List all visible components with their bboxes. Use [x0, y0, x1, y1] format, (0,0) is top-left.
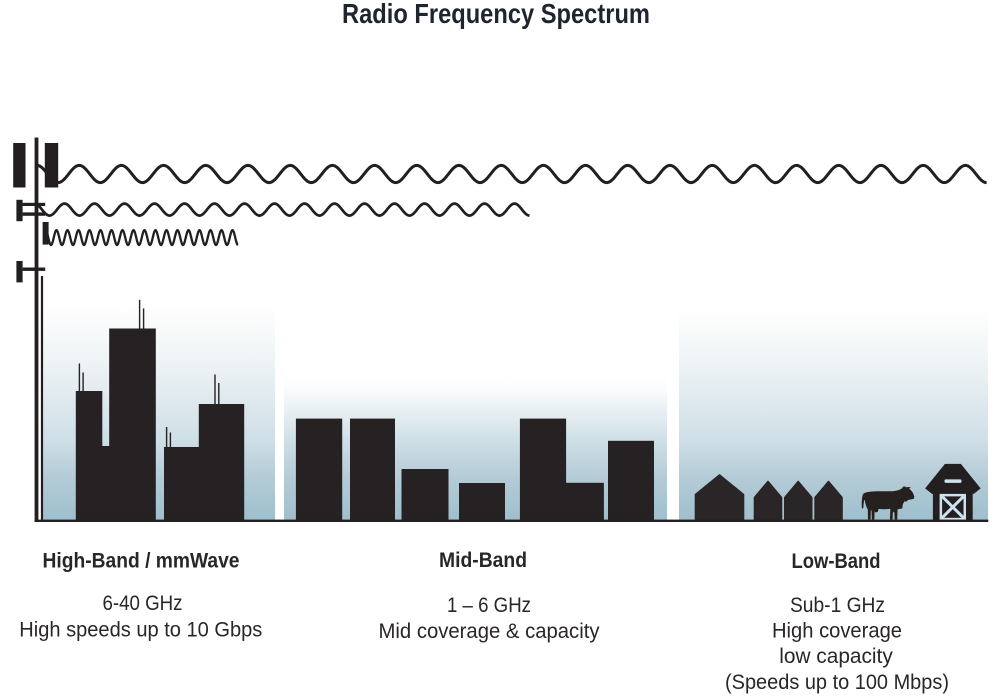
svg-text:High speeds up to 10 Gbps: High speeds up to 10 Gbps	[19, 618, 262, 642]
svg-text:High coverage: High coverage	[772, 618, 902, 642]
svg-text:6-40 GHz: 6-40 GHz	[103, 591, 183, 615]
svg-text:1 – 6 GHz: 1 – 6 GHz	[447, 593, 531, 617]
svg-text:Sub-1 GHz: Sub-1 GHz	[790, 593, 885, 617]
svg-text:Mid-Band: Mid-Band	[439, 548, 527, 572]
svg-text:Mid coverage & capacity: Mid coverage & capacity	[379, 619, 600, 643]
svg-text:Low-Band: Low-Band	[792, 549, 881, 573]
svg-text:(Speeds up to 100 Mbps): (Speeds up to 100 Mbps)	[725, 670, 949, 694]
svg-text:High-Band / mmWave: High-Band / mmWave	[43, 549, 240, 573]
svg-text:Radio Frequency Spectrum: Radio Frequency Spectrum	[342, 0, 650, 29]
svg-text:low capacity: low capacity	[779, 644, 893, 668]
